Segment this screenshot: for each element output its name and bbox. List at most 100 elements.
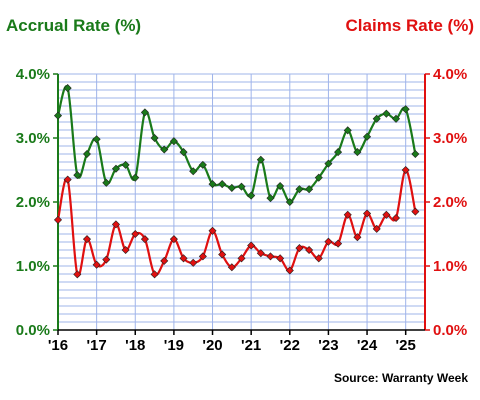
claims-data-point <box>295 244 304 253</box>
x-tick-label: '18 <box>125 337 145 354</box>
claims-data-point <box>392 213 401 223</box>
accrual-data-point <box>353 148 362 157</box>
series-group <box>53 84 420 279</box>
claims-data-point <box>208 226 217 235</box>
claims-data-point <box>82 235 91 244</box>
claims-data-point <box>218 250 227 259</box>
claims-data-point <box>131 229 140 239</box>
x-tick-label: '20 <box>202 337 222 354</box>
accrual-data-point <box>92 135 101 144</box>
x-tick-label: '19 <box>164 337 184 354</box>
accrual-data-point <box>102 178 111 187</box>
accrual-data-point <box>160 145 169 154</box>
accrual-data-point <box>276 181 285 191</box>
claims-data-point <box>198 252 207 261</box>
accrual-data-point <box>150 133 159 143</box>
claims-data-point <box>92 260 101 269</box>
accrual-data-point <box>305 185 314 194</box>
tick-labels: 0.0% 1.0% 2.0% 3.0% 4.0% 0.0% 1.0% 2.0% 3.0% 4.0%… <box>16 66 467 354</box>
accrual-data-point <box>111 164 120 173</box>
accrual-data-point <box>285 197 294 207</box>
claims-data-point <box>111 220 120 229</box>
accrual-data-point <box>343 126 352 135</box>
source-note: Source: Warranty Week <box>334 371 468 385</box>
accrual-data-point <box>73 171 82 180</box>
accrual-data-point <box>179 148 188 157</box>
accrual-data-point <box>131 173 140 182</box>
gridlines <box>57 73 425 331</box>
right-y-tick-label: 3.0% <box>433 130 467 147</box>
accrual-data-point <box>208 180 217 189</box>
x-tick-label: '16 <box>48 337 68 354</box>
left-y-tick-label: 2.0% <box>16 194 50 211</box>
right-axis-title: Claims Rate (%) <box>346 16 474 35</box>
claims-data-point <box>305 245 314 255</box>
accrual-data-point <box>411 149 420 159</box>
x-tick-label: '23 <box>318 337 338 354</box>
accrual-data-point <box>237 182 246 191</box>
claims-data-point <box>227 263 236 272</box>
accrual-data-point <box>227 183 236 192</box>
claims-data-point <box>285 266 294 275</box>
accrual-data-point <box>372 114 381 123</box>
right-y-tick-label: 4.0% <box>433 66 467 83</box>
right-y-tick-label: 2.0% <box>433 194 467 211</box>
claims-data-point <box>247 241 256 250</box>
claims-data-point <box>169 235 178 244</box>
accrual-data-point <box>324 159 333 168</box>
claims-data-point <box>150 270 159 279</box>
accrual-data-point <box>82 149 91 159</box>
claims-data-point <box>121 245 130 255</box>
left-y-tick-label: 0.0% <box>16 322 50 339</box>
accrual-data-point <box>140 108 149 117</box>
claims-data-point <box>363 209 372 218</box>
claims-data-point <box>73 270 82 279</box>
accrual-data-point <box>189 167 198 176</box>
claims-data-point <box>256 249 265 258</box>
accrual-data-point <box>401 105 410 114</box>
right-y-tick-label: 1.0% <box>433 258 467 275</box>
accrual-data-point <box>218 180 227 189</box>
accrual-data-point <box>63 84 72 93</box>
x-tick-label: '22 <box>280 337 300 354</box>
accrual-data-point <box>121 160 130 169</box>
accrual-data-point <box>363 132 372 141</box>
claims-data-point <box>276 254 285 263</box>
claims-data-point <box>401 165 410 175</box>
claims-data-point <box>237 254 246 263</box>
accrual-data-point <box>382 109 391 118</box>
x-tick-label: '21 <box>241 337 261 354</box>
x-tick-label: '17 <box>86 337 106 354</box>
left-axis-title: Accrual Rate (%) <box>6 16 141 35</box>
claims-data-point <box>324 237 333 246</box>
accrual-data-point <box>266 194 275 203</box>
accrual-data-point <box>247 191 256 200</box>
x-tick-label: '25 <box>396 337 416 354</box>
claims-data-point <box>343 210 352 219</box>
accrual-data-point <box>198 160 207 169</box>
axes <box>53 73 430 335</box>
accrual-data-point <box>169 137 178 146</box>
accrual-data-point <box>334 148 343 157</box>
claims-data-point <box>334 239 343 248</box>
claims-data-point <box>314 254 323 263</box>
accrual-series-line <box>56 85 417 204</box>
claims-data-point <box>266 252 275 261</box>
claims-data-point <box>382 210 391 219</box>
claims-data-point <box>372 224 381 233</box>
claims-data-point <box>189 258 198 267</box>
claims-data-point <box>140 235 149 244</box>
accrual-data-point <box>53 111 63 120</box>
accrual-data-point <box>392 114 401 123</box>
right-y-tick-label: 0.0% <box>433 322 467 339</box>
claims-data-point <box>160 256 169 265</box>
left-y-tick-label: 3.0% <box>16 130 50 147</box>
claims-data-point <box>53 215 63 224</box>
x-tick-label: '24 <box>357 337 378 354</box>
accrual-data-point <box>314 173 323 182</box>
claims-data-point <box>63 175 72 184</box>
claims-data-point <box>102 255 111 264</box>
claims-data-point <box>411 207 420 216</box>
left-y-tick-label: 1.0% <box>16 258 50 275</box>
left-y-tick-label: 4.0% <box>16 66 50 83</box>
